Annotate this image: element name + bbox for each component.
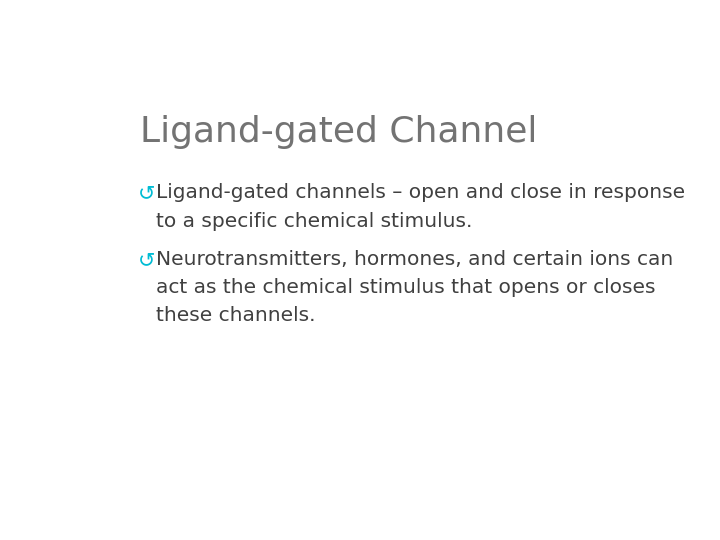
Text: to a specific chemical stimulus.: to a specific chemical stimulus. [156,212,472,231]
Text: act as the chemical stimulus that opens or closes: act as the chemical stimulus that opens … [156,278,655,297]
Text: Ligand-gated Channel: Ligand-gated Channel [140,114,538,148]
Text: ↺: ↺ [138,183,155,203]
Text: these channels.: these channels. [156,306,315,326]
Text: Ligand-gated channels – open and close in response: Ligand-gated channels – open and close i… [156,183,685,202]
Text: ↺: ↺ [138,250,155,270]
FancyBboxPatch shape [81,58,657,487]
Text: Neurotransmitters, hormones, and certain ions can: Neurotransmitters, hormones, and certain… [156,250,673,269]
